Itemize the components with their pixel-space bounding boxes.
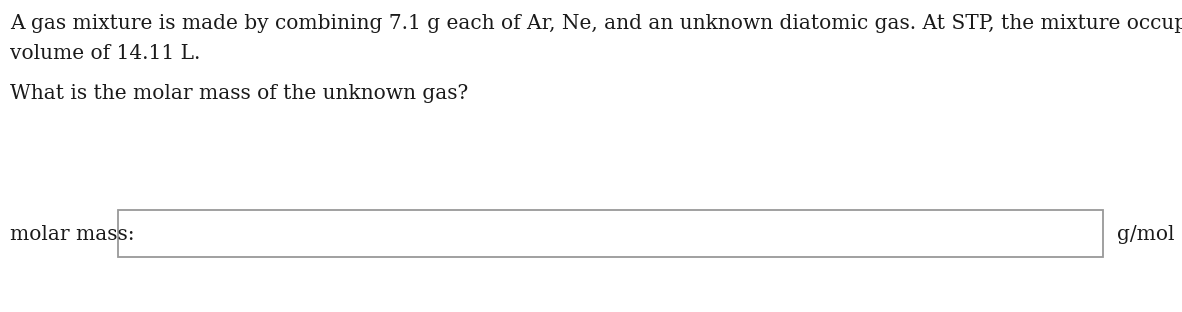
Text: What is the molar mass of the unknown gas?: What is the molar mass of the unknown ga… <box>9 84 468 103</box>
FancyBboxPatch shape <box>118 210 1103 257</box>
Text: g/mol: g/mol <box>1117 225 1175 243</box>
Text: A gas mixture is made by combining 7.1 g each of Ar, Ne, and an unknown diatomic: A gas mixture is made by combining 7.1 g… <box>9 14 1182 33</box>
Text: volume of 14.11 L.: volume of 14.11 L. <box>9 44 201 63</box>
Text: molar mass:: molar mass: <box>9 225 135 243</box>
